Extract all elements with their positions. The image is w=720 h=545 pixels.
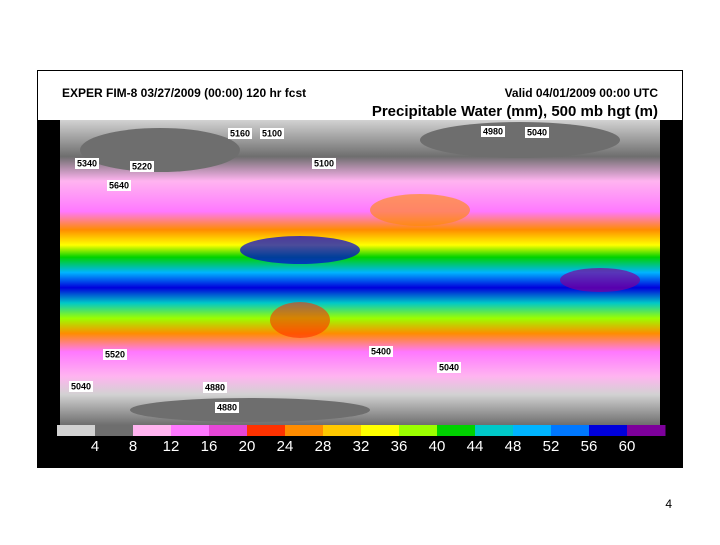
- map-patch: [240, 236, 360, 264]
- colorbar-segment: [285, 425, 324, 436]
- contour-label: 5040: [71, 381, 91, 391]
- run-label: EXPER FIM-8 03/27/2009 (00:00) 120 hr fc…: [62, 86, 306, 100]
- colorbar-tick-label: 24: [277, 438, 294, 455]
- contour-label: 5160: [230, 128, 250, 138]
- contour-label: 4880: [217, 402, 237, 412]
- contour-label-box: [260, 128, 284, 139]
- contour-label-box: [103, 349, 127, 360]
- colorbar-segment: [551, 425, 590, 436]
- contour-label-box: [312, 158, 336, 169]
- colorbar-tick-label: 52: [543, 438, 560, 455]
- figure-header: [38, 71, 682, 120]
- map-title: Precipitable Water (mm), 500 mb hgt (m): [372, 103, 658, 120]
- colorbar-tick-label: 8: [129, 438, 137, 455]
- contour-label: 5520: [105, 349, 125, 359]
- colorbar-segment: [209, 425, 248, 436]
- colorbar-tick-label: 28: [315, 438, 332, 455]
- colorbar-tick-label: 56: [581, 438, 598, 455]
- map-patch: [420, 122, 620, 158]
- contour-label-box: [437, 362, 461, 373]
- colorbar-segment: [399, 425, 438, 436]
- valid-time: Valid 04/01/2009 00:00 UTC: [505, 86, 659, 100]
- colorbar-segment: [95, 425, 134, 436]
- contour-label-box: [369, 346, 393, 357]
- contour-label: 5400: [371, 346, 391, 356]
- contour-label-box: [69, 381, 93, 392]
- colorbar-segment: [171, 425, 210, 436]
- map-patch: [130, 398, 370, 422]
- map-patch: [80, 128, 240, 172]
- colorbar-segment: [437, 425, 476, 436]
- contour-label-box: [228, 128, 252, 139]
- colorbar-tick-label: 4: [91, 438, 99, 455]
- colorbar-tick-label: 60: [619, 438, 636, 455]
- page-number: 4: [665, 497, 672, 511]
- contour-label: 5220: [132, 161, 152, 171]
- colorbar-segment: [589, 425, 628, 436]
- colorbar-tick-label: 36: [391, 438, 408, 455]
- colorbar-segment: [475, 425, 514, 436]
- contour-label-box: [525, 127, 549, 138]
- colorbar-segment: [627, 425, 666, 436]
- map-patch: [270, 302, 330, 338]
- contour-label-box: [107, 180, 131, 191]
- colorbar-tick-label: 44: [467, 438, 484, 455]
- contour-label-box: [481, 126, 505, 137]
- map-patch: [560, 268, 640, 292]
- contour-label-box: [75, 158, 99, 169]
- colorbar-segment: [247, 425, 286, 436]
- contour-label-box: [130, 161, 154, 172]
- map-patch: [370, 194, 470, 226]
- colorbar: 4 8 12 16 20 24 28 32 36 40 44 48 52 56 60: [57, 425, 666, 455]
- contour-label: 4980: [483, 126, 503, 136]
- colorbar-segment: [361, 425, 400, 436]
- colorbar-tick-label: 20: [239, 438, 256, 455]
- contour-label: 5040: [439, 362, 459, 372]
- contour-label: 5640: [109, 180, 129, 190]
- contour-label-box: [215, 402, 239, 413]
- contour-labels: 5160 5100 4980 5040 5340 5220 5100 5640 …: [69, 126, 549, 413]
- colorbar-tick-label: 12: [163, 438, 180, 455]
- colorbar-tick-label: 48: [505, 438, 522, 455]
- colorbar-segment: [323, 425, 362, 436]
- contour-label-box: [203, 382, 227, 393]
- colorbar-segment: [57, 425, 96, 436]
- contour-label: 5100: [262, 128, 282, 138]
- contour-label: 5040: [527, 127, 547, 137]
- map: [60, 120, 660, 425]
- colorbar-tick-label: 32: [353, 438, 370, 455]
- contour-label: 4880: [205, 382, 225, 392]
- contour-label: 5100: [314, 158, 334, 168]
- contour-label: 5340: [77, 158, 97, 168]
- colorbar-tick-label: 16: [201, 438, 218, 455]
- colorbar-segment: [133, 425, 172, 436]
- colorbar-tick-label: 40: [429, 438, 446, 455]
- colorbar-segment: [513, 425, 552, 436]
